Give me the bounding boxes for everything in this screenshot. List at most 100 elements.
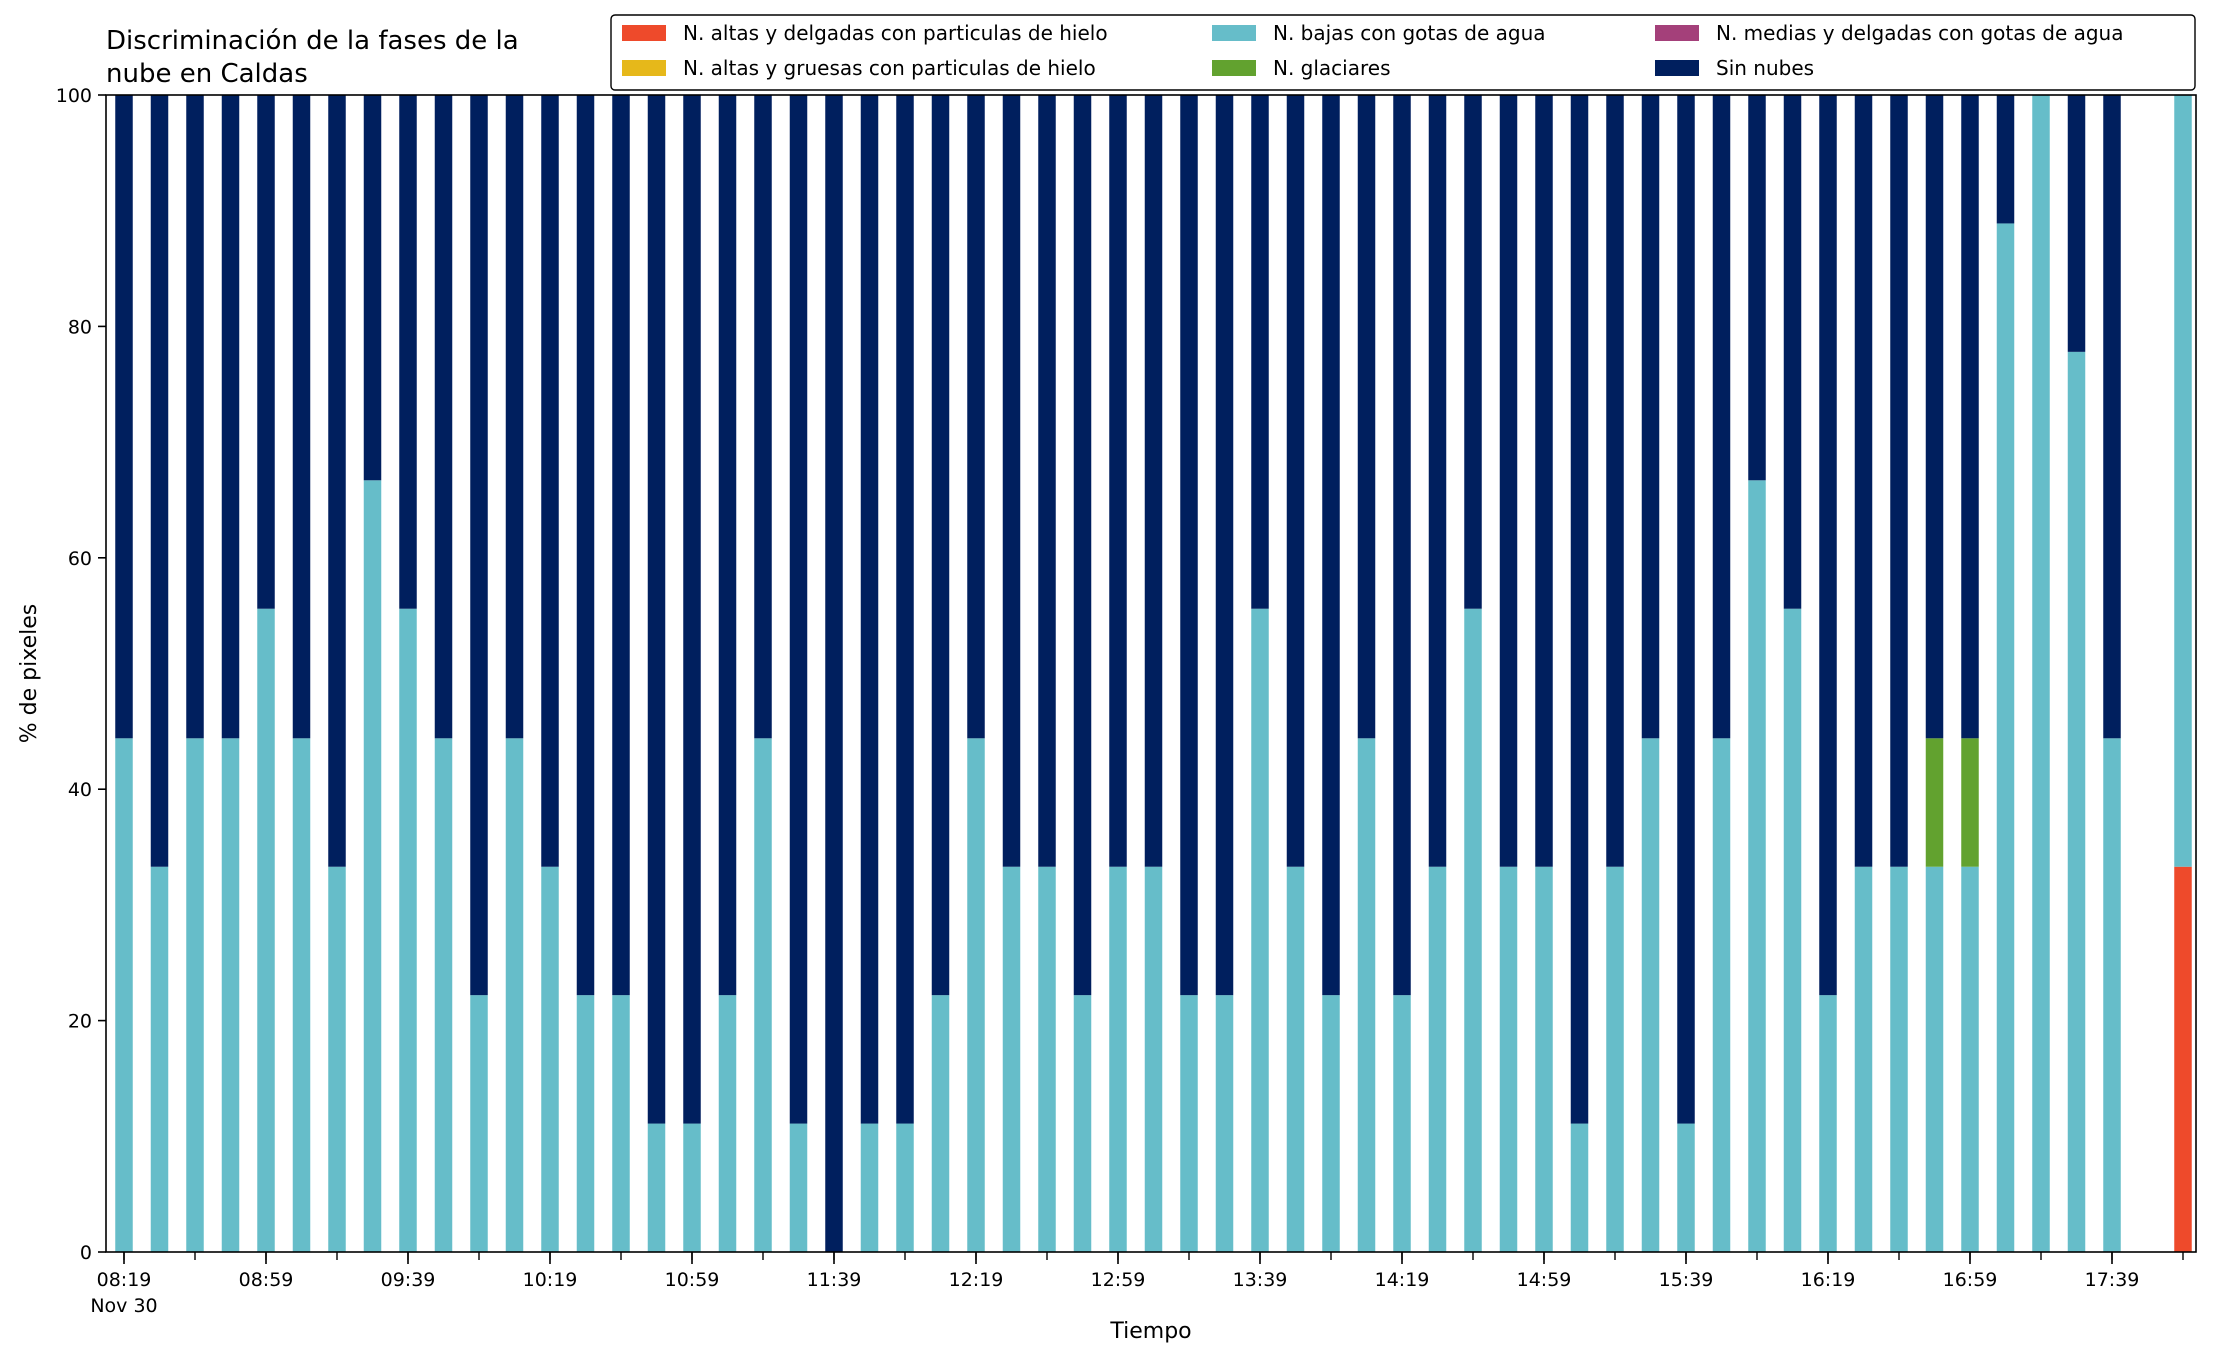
x-tick-label-8: 09:39: [381, 1269, 436, 1291]
bars-group: [115, 95, 2192, 1253]
bar-segment-45-5: [1712, 95, 1731, 739]
bar-segment-25-5: [1002, 95, 1021, 867]
bar-segment-51-5: [1925, 95, 1944, 739]
bar-segment-55-5: [2067, 95, 2086, 352]
bar-segment-33-2: [1286, 866, 1305, 1252]
bar-segment-18-2: [754, 738, 772, 1252]
bar-segment-15-2: [647, 1123, 666, 1252]
bar-segment-37-5: [1428, 95, 1447, 867]
bar-segment-1-5: [150, 95, 169, 867]
bar-segment-1-2: [150, 866, 169, 1252]
bar-segment-7-2: [363, 480, 382, 1252]
legend-label-5: Sin nubes: [1716, 56, 1814, 80]
x-tick-label-28: 12:59: [1091, 1269, 1146, 1291]
bar-segment-44-2: [1677, 1123, 1695, 1252]
bar-segment-40-5: [1535, 95, 1553, 867]
bar-segment-16-5: [683, 95, 701, 1124]
bar-segment-28-2: [1109, 866, 1127, 1252]
bar-segment-14-2: [612, 995, 630, 1252]
x-tick-label-4: 08:59: [239, 1269, 294, 1291]
x-axis: 08:19 Nov 30 08:59 09:39 10:19 10:59 11:39 12:1…: [90, 1252, 2184, 1317]
bar-segment-19-5: [789, 95, 808, 1124]
legend-box: [610, 14, 2196, 91]
bar-segment-52-5: [1961, 95, 1979, 739]
y-tick-label-80: 80: [68, 316, 92, 338]
bar-segment-27-2: [1073, 995, 1092, 1252]
bar-segment-10-5: [470, 95, 488, 996]
bar-segment-43-2: [1641, 738, 1660, 1252]
bar-segment-7-5: [363, 95, 382, 481]
x-tick-label-20: 11:39: [807, 1269, 862, 1291]
bar-segment-29-2: [1144, 866, 1163, 1252]
bar-segment-31-2: [1215, 995, 1234, 1252]
bar-segment-27-5: [1073, 95, 1092, 996]
x-tick-label-52: 16:59: [1943, 1269, 1998, 1291]
bar-segment-33-5: [1286, 95, 1305, 867]
x-tick-label-0: 08:19: [97, 1269, 152, 1291]
bar-segment-42-5: [1606, 95, 1624, 867]
bar-segment-11-2: [505, 738, 524, 1252]
bar-segment-41-5: [1570, 95, 1589, 1124]
bar-segment-48-2: [1819, 995, 1837, 1252]
bar-segment-52-2: [1961, 866, 1979, 1252]
bar-segment-51-2: [1925, 866, 1944, 1252]
bar-segment-31-5: [1215, 95, 1234, 996]
bar-segment-34-2: [1322, 995, 1340, 1252]
bar-segment-13-2: [576, 995, 595, 1252]
bar-segment-35-2: [1357, 738, 1376, 1252]
bar-segment-46-5: [1748, 95, 1766, 481]
bar-segment-53-5: [1996, 95, 2015, 224]
chart-title-line-2: nube en Caldas: [106, 59, 308, 89]
bar-segment-5-2: [292, 738, 311, 1252]
bar-segment-41-2: [1570, 1123, 1589, 1252]
legend-label-3: N. glaciares: [1273, 56, 1391, 80]
y-tick-label-20: 20: [68, 1011, 92, 1033]
bar-segment-23-5: [931, 95, 950, 996]
bar-segment-32-5: [1251, 95, 1269, 609]
bar-segment-11-5: [505, 95, 524, 739]
bar-segment-46-2: [1748, 480, 1766, 1252]
bar-segment-19-2: [789, 1123, 808, 1252]
bar-segment-50-2: [1890, 866, 1908, 1252]
bar-segment-2-2: [186, 738, 204, 1252]
y-axis-label: % de pixeles: [17, 604, 42, 743]
bar-segment-9-5: [434, 95, 453, 739]
bar-segment-18-5: [754, 95, 772, 739]
bar-segment-52-3: [1961, 738, 1979, 867]
bar-segment-24-5: [967, 95, 985, 739]
bar-segment-26-5: [1038, 95, 1056, 867]
x-tick-label-44: 15:39: [1659, 1269, 1714, 1291]
y-tick-label-60: 60: [68, 548, 92, 570]
bar-segment-58-2: [2174, 95, 2192, 867]
bar-segment-39-2: [1499, 866, 1518, 1252]
bar-segment-8-2: [399, 608, 417, 1252]
bar-segment-35-5: [1357, 95, 1376, 739]
bar-segment-56-2: [2103, 738, 2121, 1252]
bar-segment-5-5: [292, 95, 311, 739]
bar-segment-42-2: [1606, 866, 1624, 1252]
x-tick-label-12: 10:19: [523, 1269, 578, 1291]
bar-segment-32-2: [1251, 608, 1269, 1252]
x-axis-label: Tiempo: [1109, 1319, 1191, 1344]
y-axis: 0 20 40 60 80 100: [56, 85, 106, 1264]
bar-segment-21-5: [860, 95, 879, 1124]
bar-segment-26-2: [1038, 866, 1056, 1252]
chart-title-line-1: Discriminación de la fases de la: [106, 26, 519, 56]
legend-swatch-1: [622, 60, 666, 76]
legend-swatch-2: [1212, 25, 1256, 41]
x-tick-label-48: 16:19: [1801, 1269, 1856, 1291]
bar-segment-6-2: [328, 866, 346, 1252]
bar-segment-45-2: [1712, 738, 1731, 1252]
bar-segment-28-5: [1109, 95, 1127, 867]
legend-swatch-3: [1212, 60, 1256, 76]
bar-segment-12-2: [541, 866, 559, 1252]
bar-segment-49-5: [1854, 95, 1873, 867]
bar-segment-0-5: [115, 95, 133, 739]
bar-segment-2-5: [186, 95, 204, 739]
bar-segment-15-5: [647, 95, 666, 1124]
bar-segment-13-5: [576, 95, 595, 996]
x-tick-label-40: 14:59: [1517, 1269, 1572, 1291]
legend: N. altas y delgadas con particulas de hi…: [610, 14, 2196, 91]
